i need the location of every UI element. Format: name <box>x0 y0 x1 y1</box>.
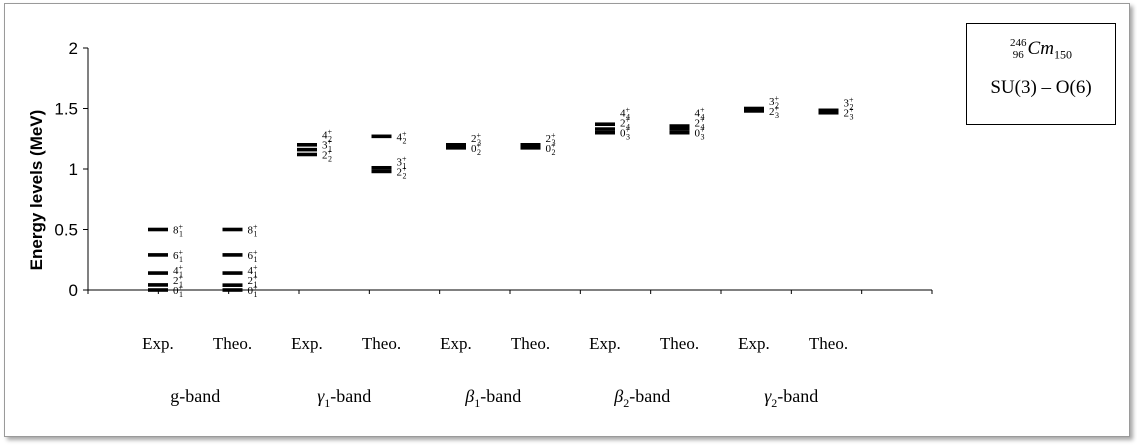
level-bar-3-0 <box>595 122 615 127</box>
nucleus-label: 246 96 Cm150 <box>967 37 1115 62</box>
level-bar-0-1 <box>222 271 243 275</box>
level-bar-0-0 <box>148 227 168 232</box>
level-label-1-1: 4+ 2 <box>397 129 408 145</box>
band-label-1: γ1-band <box>317 386 371 410</box>
category-labels: Exp. Theo. g-band Exp. Theo. γ1-band Exp. Theo.… <box>142 334 848 410</box>
chart-frame <box>4 3 1130 437</box>
level-label-1-1: 2+ 2 <box>397 164 408 180</box>
levels: 0+ 12+ 14+ 16+ 18+ 10+ 12+ 14+ 16+ 18+ 12+ 23+ 14+ 22… <box>148 94 854 299</box>
level-label-1-1: 3+ 1 <box>397 154 408 170</box>
level-label-2-0: 2+ 3 <box>471 131 482 147</box>
level-label-0-1: 8+ 1 <box>248 223 259 239</box>
level-bar-4-1 <box>818 110 839 115</box>
model-label: SU(3) – O(6) <box>990 77 1092 99</box>
level-bar-4-0 <box>744 109 764 113</box>
column-label-4-0: Exp. <box>738 334 770 353</box>
level-bar-2-0 <box>446 146 466 150</box>
level-label-4-0: 2+ 3 <box>769 104 780 120</box>
level-bar-0-1 <box>222 227 243 232</box>
level-label-3-0: 4+ 4 <box>620 106 631 122</box>
level-label-0-1: 0+ 1 <box>248 283 259 299</box>
level-bar-0-0 <box>148 283 168 287</box>
level-bar-4-1 <box>818 108 839 113</box>
level-bar-3-1 <box>669 130 690 135</box>
level-label-3-0: 2+ 4 <box>620 116 631 132</box>
level-label-2-1: 2+ 3 <box>546 131 557 147</box>
level-label-4-0: 3+ 2 <box>769 94 780 110</box>
level-label-0-0: 4+ 1 <box>173 263 184 279</box>
atomic-number: 96 <box>1012 48 1024 61</box>
level-bar-1-0 <box>297 147 317 152</box>
band-label-0: g-band <box>170 386 220 406</box>
level-label-1-0: 4+ 2 <box>322 127 333 143</box>
level-label-0-1: 2+ 1 <box>248 273 259 289</box>
level-label-1-0: 3+ 1 <box>322 137 333 153</box>
band-label-4: γ2-band <box>764 386 818 410</box>
level-label-0-0: 8+ 1 <box>173 223 184 239</box>
y-tick-label-1: 0.5 <box>54 221 78 240</box>
level-label-1-0: 2+ 2 <box>322 147 333 163</box>
column-label-0-1: Theo. <box>213 334 252 353</box>
axes: 0 0.5 1 1.5 2 <box>54 39 933 300</box>
level-label-0-0: 2+ 1 <box>173 273 184 289</box>
column-label-3-1: Theo. <box>660 334 699 353</box>
level-label-2-0: 0+ 2 <box>471 141 482 157</box>
level-bar-0-1 <box>222 283 243 287</box>
level-label-4-1: 2+ 3 <box>844 106 855 122</box>
column-label-2-0: Exp. <box>440 334 472 353</box>
level-label-3-1: 2+ 4 <box>695 116 706 132</box>
column-label-3-0: Exp. <box>589 334 621 353</box>
y-tick-label-0: 0 <box>69 281 78 300</box>
level-label-0-1: 4+ 1 <box>248 263 259 279</box>
y-tick-label-2: 1 <box>69 160 78 179</box>
column-label-0-0: Exp. <box>142 334 174 353</box>
level-label-3-1: 0+ 3 <box>695 126 706 142</box>
level-bar-0-0 <box>148 253 168 257</box>
legend-box: 246 96 Cm150 SU(3) – O(6) <box>966 23 1116 125</box>
level-bar-3-0 <box>595 127 615 131</box>
level-bar-1-1 <box>371 134 392 139</box>
level-label-0-0: 0+ 1 <box>173 283 184 299</box>
y-axis-label: Energy levels (MeV) <box>27 110 46 271</box>
level-label-4-1: 3+ 2 <box>844 96 855 112</box>
level-label-0-1: 6+ 1 <box>248 248 259 264</box>
neutron-number: 150 <box>1053 47 1072 62</box>
level-bar-2-0 <box>446 143 466 147</box>
level-bar-0-1 <box>222 253 243 257</box>
level-bar-2-1 <box>520 143 541 147</box>
column-label-1-0: Exp. <box>291 334 323 353</box>
column-label-4-1: Theo. <box>809 334 848 353</box>
level-bar-1-1 <box>371 165 392 170</box>
level-bar-1-0 <box>297 152 317 157</box>
mass-number: 246 <box>1010 37 1027 49</box>
level-bar-0-1 <box>222 288 243 292</box>
level-bar-3-0 <box>595 130 615 135</box>
band-label-3: β2-band <box>613 386 670 410</box>
element-symbol: Cm <box>1027 37 1054 59</box>
level-bar-1-0 <box>297 143 317 147</box>
level-bar-2-1 <box>520 146 541 150</box>
band-label-2: β1-band <box>464 386 521 410</box>
level-bar-4-0 <box>744 106 764 111</box>
level-bar-3-1 <box>669 127 690 131</box>
level-bar-1-1 <box>371 169 392 174</box>
level-bar-0-0 <box>148 271 168 275</box>
level-label-3-1: 4+ 4 <box>695 106 706 122</box>
y-tick-label-3: 1.5 <box>54 100 78 119</box>
level-bar-3-1 <box>669 124 690 128</box>
column-label-2-1: Theo. <box>511 334 550 353</box>
level-label-2-1: 0+ 2 <box>546 141 557 157</box>
column-label-1-1: Theo. <box>362 334 401 353</box>
level-label-0-0: 6+ 1 <box>173 248 184 264</box>
level-bar-0-0 <box>148 288 168 292</box>
y-tick-label-4: 2 <box>69 39 78 58</box>
level-label-3-0: 0+ 3 <box>620 126 631 142</box>
